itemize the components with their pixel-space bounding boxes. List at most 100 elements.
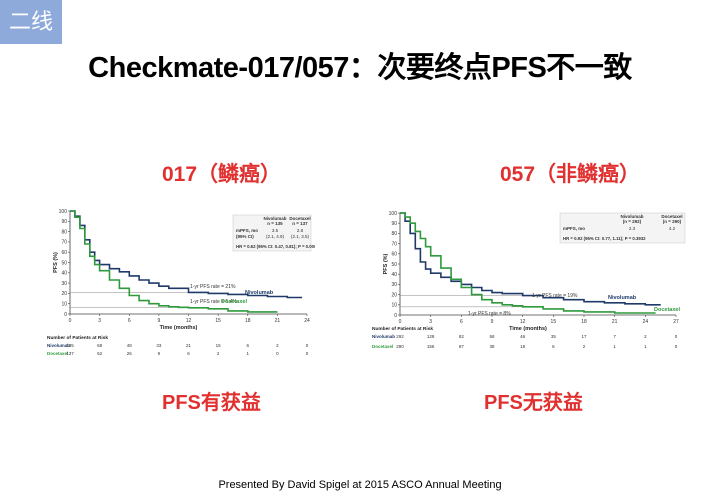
stats-header: Nivolumab [263,216,286,221]
panel-subtitle-017: 017（鳞癌） [162,163,282,186]
y-tick-label: 10 [391,303,397,309]
stats-cell: 3.5 [272,228,279,233]
slide-title: Checkmate-017/057：次要终点PFS不一致 [88,52,632,84]
stats-cell: 2.8 [297,228,304,233]
y-tick-label: 50 [391,262,397,268]
y-tick-label: 70 [61,240,67,246]
x-tick-label: 3 [429,319,432,325]
stats-cell: (2.1, 3.5) [291,234,310,239]
y-tick-label: 70 [391,241,397,247]
x-tick-label: 21 [275,318,281,324]
risk-value: 6 [246,343,249,348]
stats-header: Docetaxel [289,216,310,221]
risk-value: 0 [675,334,678,339]
stats-header: Docetaxel [661,214,682,219]
stats-cell: (2.1, 4.9) [266,234,285,239]
slide-tag: 二线 [0,0,62,44]
risk-value: 6 [552,344,555,349]
risk-value: 38 [489,344,495,349]
legend-docetaxel: Docetaxel [221,299,247,305]
x-tick-label: 18 [245,318,251,324]
risk-value: 17 [581,334,587,339]
hazard-ratio: HR = 0.62 (95% CI: 0.47, 0.81); P = 0.00… [236,244,315,249]
risk-value: 0 [675,344,678,349]
y-tick-label: 90 [61,219,67,225]
stats-row-label: mPFS, mo [236,228,258,233]
risk-value: 290 [396,344,404,349]
risk-value: 6 [187,351,190,356]
pfs-rate-nivolumab: 1-yr PFS rate = 21% [190,284,236,290]
x-tick-label: 6 [128,318,131,324]
risk-value: 1 [613,344,616,349]
panel-subtitle-057: 057（非鳞癌） [500,163,641,186]
y-tick-label: 0 [394,313,397,319]
y-axis-label: PFS (%) [383,253,389,274]
risk-value: 18 [520,344,526,349]
x-tick-label: 0 [69,318,72,324]
y-tick-label: 80 [391,231,397,237]
y-axis-label: PFS (%) [53,252,59,273]
risk-value: 7 [613,334,616,339]
risk-value: 2 [217,351,220,356]
risk-value: 292 [396,334,404,339]
risk-title: Number of Patients at Risk [372,326,433,332]
risk-value: 26 [127,351,133,356]
y-tick-label: 100 [59,209,68,215]
risk-value: 68 [97,343,103,348]
footer-credit: Presented By David Spigel at 2015 ASCO A… [218,479,502,491]
risk-value: 2 [644,334,647,339]
y-tick-label: 30 [61,281,67,287]
y-tick-label: 60 [391,252,397,258]
x-tick-label: 6 [460,319,463,325]
risk-value: 135 [66,343,74,348]
stats-header-n: (n = 290) [663,219,682,224]
y-tick-label: 20 [391,292,397,298]
km-curve-docetaxel [70,210,278,313]
km-curve-docetaxel [400,212,656,314]
stats-row-label: (95% CI) [236,234,254,239]
risk-value: 21 [186,343,192,348]
pfs-rate-nivolumab: 1-yr PFS rate = 19% [532,293,578,299]
km-curve-nivolumab [70,210,303,299]
risk-value: 87 [459,344,465,349]
legend-docetaxel: Docetaxel [654,307,680,313]
y-tick-label: 10 [61,302,67,308]
y-tick-label: 90 [391,221,397,227]
x-tick-label: 15 [215,318,221,324]
risk-value: 35 [551,334,557,339]
hazard-ratio: HR = 0.92 (95% CI: 0.77, 1.11); P = 0.39… [563,236,646,241]
y-tick-label: 0 [64,312,67,318]
x-tick-label: 3 [98,318,101,324]
risk-value: 2 [276,343,279,348]
risk-value: 9 [158,351,161,356]
stats-header-n: (n = 292) [623,219,642,224]
risk-value: 0 [276,351,279,356]
x-tick-label: 9 [491,319,494,325]
km-curve-nivolumab [400,212,661,306]
x-axis-label: Time (months) [160,325,198,331]
risk-value: 156 [427,344,435,349]
risk-value: 0 [306,343,309,348]
x-tick-label: 0 [399,319,402,325]
risk-value: 46 [520,334,526,339]
risk-value: 1 [246,351,249,356]
stats-row-label: mPFS, mo [563,226,585,231]
y-tick-label: 30 [391,282,397,288]
risk-value: 0 [306,351,309,356]
y-tick-label: 80 [61,229,67,235]
stats-header: Nivolumab [620,214,643,219]
risk-row-label: Docetaxel [372,344,393,349]
risk-title: Number of Patients at Risk [47,335,108,341]
x-tick-label: 24 [304,318,310,324]
x-axis-label: Time (months) [509,326,547,332]
risk-value: 15 [216,343,222,348]
panel-verdict-017: PFS有获益 [162,392,261,414]
x-tick-label: 9 [157,318,160,324]
legend-nivolumab: Nivolumab [245,290,274,296]
panel-verdict-057: PFS无获益 [484,392,583,414]
risk-value: 58 [489,334,495,339]
y-tick-label: 50 [61,260,67,266]
stats-header-n: n = 135 [267,221,283,226]
